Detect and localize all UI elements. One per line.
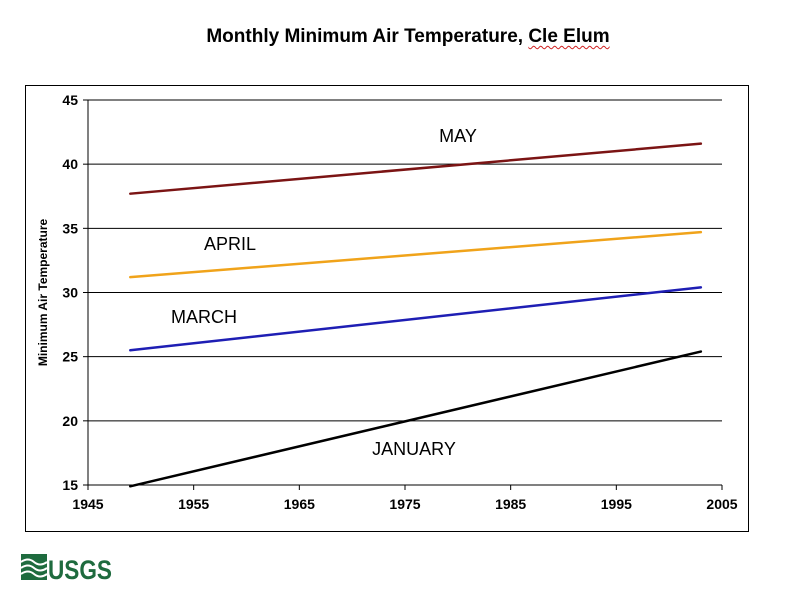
x-tick-label: 1965: [284, 496, 315, 512]
series-line-may: [129, 142, 703, 195]
chart-title: Monthly Minimum Air Temperature, Cle Elu…: [0, 26, 800, 48]
x-tick-label: 1975: [389, 496, 420, 512]
y-tick-label: 25: [62, 349, 78, 365]
y-axis-title: Minimum Air Temperature: [36, 218, 50, 366]
y-tick-label: 45: [62, 92, 78, 108]
series-label-april: APRIL: [204, 234, 256, 254]
series-label-january: JANUARY: [372, 439, 456, 459]
series-line-march: [129, 286, 703, 352]
y-tick-label: 30: [62, 285, 78, 301]
usgs-logo: USGS: [21, 554, 112, 582]
chart-title-prefix: Monthly Minimum Air Temperature,: [206, 26, 529, 47]
y-tick-label: 35: [62, 220, 78, 236]
x-tick-label: 2005: [706, 496, 737, 512]
x-tick-label: 1995: [601, 496, 632, 512]
series-line-january: [129, 350, 703, 488]
usgs-logo-text: USGS: [48, 555, 112, 582]
series-label-march: MARCH: [171, 307, 237, 327]
series-label-may: MAY: [439, 126, 477, 146]
x-tick-label: 1945: [72, 496, 103, 512]
x-tick-label: 1955: [178, 496, 209, 512]
y-tick-label: 15: [62, 477, 78, 493]
chart-frame: [25, 85, 749, 532]
series-line-april: [129, 230, 703, 279]
y-tick-label: 40: [62, 156, 78, 172]
chart-title-place: Cle Elum: [528, 26, 610, 47]
x-tick-label: 1985: [495, 496, 526, 512]
y-tick-label: 20: [62, 413, 78, 429]
usgs-wave-icon: [21, 554, 48, 580]
